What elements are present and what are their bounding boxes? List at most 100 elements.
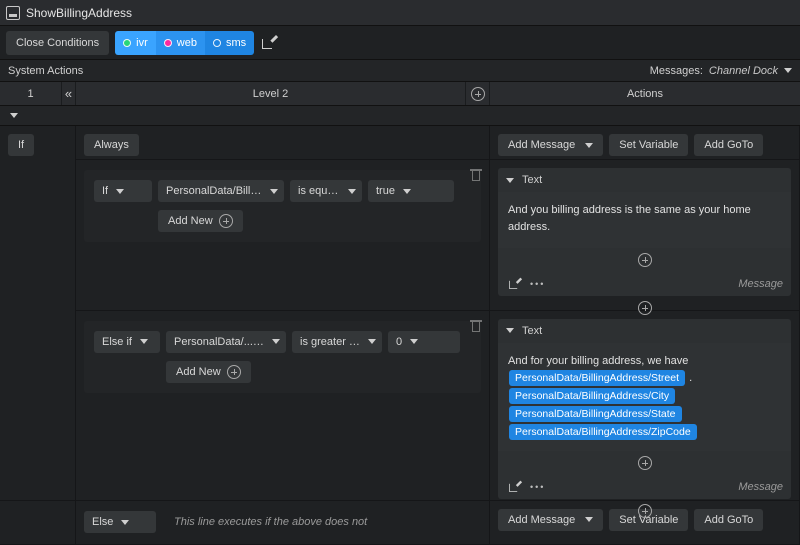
button-label: Add Message [508, 514, 575, 526]
select-value: 0 [396, 336, 402, 348]
button-label: Add New [176, 366, 221, 378]
condition-block: If PersonalData/Billin... is equal to tr… [84, 170, 481, 242]
condition-kind-select[interactable]: If [94, 180, 152, 202]
double-chevron-left-icon [65, 86, 72, 101]
button-label: Add Message [508, 139, 575, 151]
add-column-button[interactable] [466, 82, 490, 105]
message-type-label: Text [522, 325, 542, 337]
plus-circle-icon [219, 214, 233, 228]
select-value: is greater than [300, 336, 360, 348]
more-icon[interactable] [530, 481, 545, 493]
condition-field-select[interactable]: PersonalData/.../Zi... [166, 331, 286, 353]
panel-right-label: Messages: [650, 65, 703, 77]
page-title: ShowBillingAddress [26, 6, 132, 20]
channel-web-chip[interactable]: web [156, 31, 205, 55]
message-card: Text And you billing address is the same… [498, 168, 791, 296]
channel-sms-chip[interactable]: sms [205, 31, 254, 55]
channel-ivr-chip[interactable]: ivr [115, 31, 156, 55]
else-select[interactable]: Else [84, 511, 156, 533]
plus-circle-icon [638, 301, 652, 315]
add-new-condition-button[interactable]: Add New [166, 361, 251, 383]
message-add-row[interactable] [498, 248, 791, 272]
plus-circle-icon [638, 456, 652, 470]
message-footer-label: Message [738, 278, 783, 290]
chip-label: web [177, 37, 197, 49]
condition-value-select[interactable]: true [368, 180, 454, 202]
channel-chipset: ivr web sms [115, 31, 254, 55]
collapse-all-button[interactable] [62, 82, 76, 105]
select-value: Else if [102, 336, 132, 348]
chip-label: sms [226, 37, 246, 49]
more-icon[interactable] [530, 278, 545, 290]
chevron-down-icon[interactable] [506, 178, 514, 183]
plus-circle-icon [638, 504, 652, 518]
add-message-button[interactable]: Add Message [498, 134, 603, 156]
add-new-condition-button[interactable]: Add New [158, 210, 243, 232]
chevron-down-icon[interactable] [506, 328, 514, 333]
set-variable-button[interactable]: Set Variable [609, 134, 688, 156]
trash-icon[interactable] [469, 319, 483, 333]
plus-circle-icon [471, 87, 485, 101]
if-label: If [8, 134, 34, 156]
message-type-label: Text [522, 174, 542, 186]
status-dot-icon [123, 39, 131, 47]
select-value: PersonalData/.../Zi... [174, 336, 264, 348]
plus-circle-icon [638, 253, 652, 267]
chevron-down-icon [403, 189, 411, 194]
select-value: true [376, 185, 395, 197]
close-conditions-button[interactable]: Close Conditions [6, 31, 109, 55]
chevron-down-icon [121, 520, 129, 525]
chevron-down-icon [140, 339, 148, 344]
chevron-down-icon [272, 339, 280, 344]
message-text: And you billing address is the same as y… [508, 204, 751, 233]
chevron-down-icon[interactable] [784, 68, 792, 73]
select-value: If [102, 185, 108, 197]
select-value: is equal to [298, 185, 340, 197]
col-level: Level 2 [76, 82, 466, 105]
page-icon [6, 6, 20, 20]
data-token[interactable]: PersonalData/BillingAddress/City [509, 388, 675, 404]
message-intro: And for your billing address, we have [508, 355, 688, 367]
message-body[interactable]: And for your billing address, we have Pe… [498, 343, 791, 452]
chevron-down-icon[interactable] [10, 113, 18, 118]
chevron-down-icon [410, 339, 418, 344]
condition-op-select[interactable]: is greater than [292, 331, 382, 353]
chip-label: ivr [136, 37, 148, 49]
edit-icon[interactable] [508, 278, 521, 291]
add-goto-button[interactable]: Add GoTo [694, 509, 763, 531]
plus-circle-icon [227, 365, 241, 379]
chevron-down-icon [116, 189, 124, 194]
status-dot-icon [213, 39, 221, 47]
status-dot-icon [164, 39, 172, 47]
condition-kind-select[interactable]: Else if [94, 331, 160, 353]
add-message-button[interactable]: Add Message [498, 509, 603, 531]
message-card: Text And for your billing address, we ha… [498, 319, 791, 500]
add-goto-button[interactable]: Add GoTo [694, 134, 763, 156]
chevron-down-icon [270, 189, 278, 194]
message-body[interactable]: And you billing address is the same as y… [498, 192, 791, 248]
select-value: PersonalData/Billin... [166, 185, 262, 197]
chevron-down-icon [368, 339, 376, 344]
data-token[interactable]: PersonalData/BillingAddress/Street [509, 370, 685, 386]
always-pill[interactable]: Always [84, 134, 139, 156]
button-label: Add New [168, 215, 213, 227]
condition-field-select[interactable]: PersonalData/Billin... [158, 180, 284, 202]
message-footer-label: Message [738, 481, 783, 493]
chevron-down-icon [348, 189, 356, 194]
col-index: 1 [0, 82, 62, 105]
trash-icon[interactable] [469, 168, 483, 182]
condition-op-select[interactable]: is equal to [290, 180, 362, 202]
panel-right-mode: Channel Dock [709, 65, 778, 77]
message-add-row[interactable] [498, 451, 791, 475]
panel-left-label: System Actions [8, 65, 83, 77]
select-value: Else [92, 516, 113, 528]
edit-icon[interactable] [508, 481, 521, 494]
data-token[interactable]: PersonalData/BillingAddress/ZipCode [509, 424, 697, 440]
edit-icon[interactable] [260, 35, 276, 51]
chevron-down-icon [585, 517, 593, 522]
data-token[interactable]: PersonalData/BillingAddress/State [509, 406, 682, 422]
col-actions: Actions [490, 82, 800, 105]
chevron-down-icon [585, 143, 593, 148]
condition-block: Else if PersonalData/.../Zi... is greate… [84, 321, 481, 393]
condition-value-select[interactable]: 0 [388, 331, 460, 353]
